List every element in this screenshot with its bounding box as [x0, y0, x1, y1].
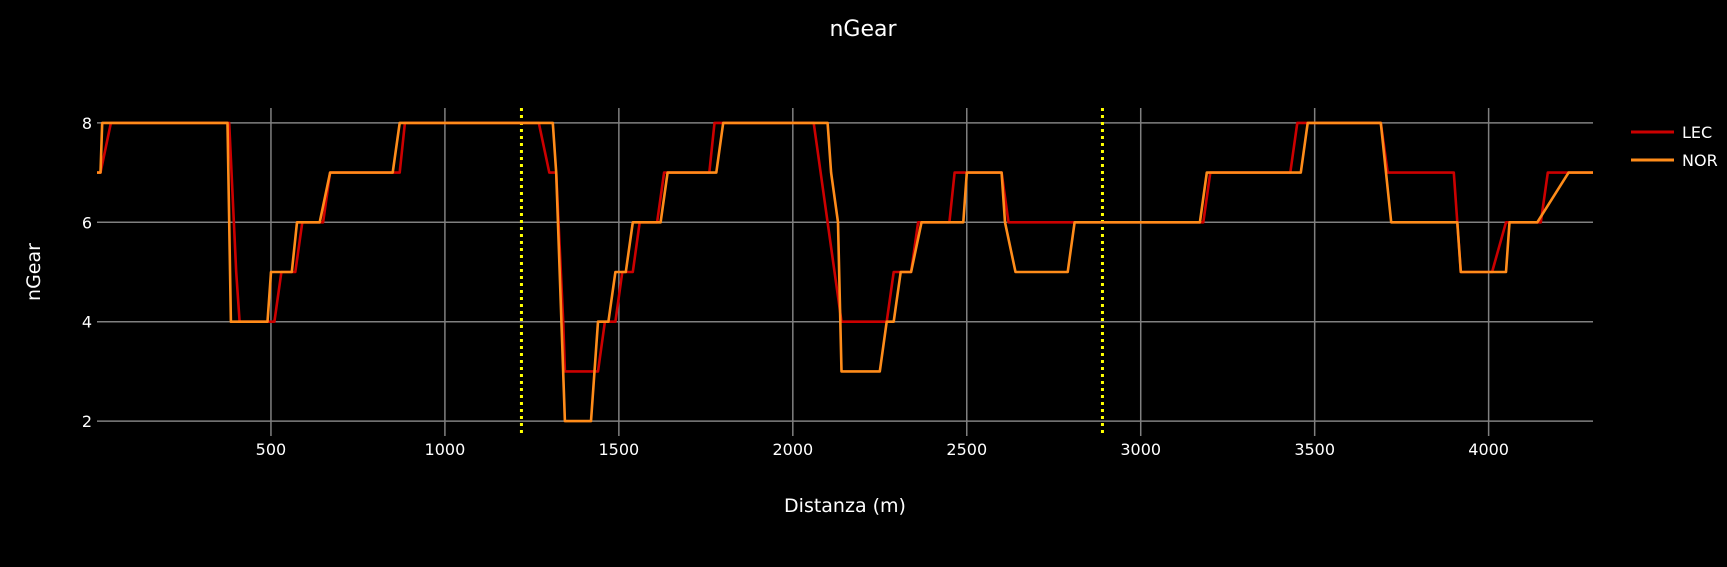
chart-title: nGear — [829, 17, 897, 42]
x-tick-label: 2500 — [946, 440, 987, 459]
legend-label-lec: LEC — [1682, 123, 1712, 142]
x-tick-label: 500 — [256, 440, 287, 459]
x-tick-label: 1000 — [425, 440, 466, 459]
x-axis-label: Distanza (m) — [784, 495, 906, 517]
y-tick-label: 2 — [82, 412, 92, 431]
series-line-nor — [97, 121, 1593, 423]
legend-label-nor: NOR — [1682, 151, 1718, 170]
x-tick-label: 4000 — [1468, 440, 1509, 459]
x-tick-label: 3000 — [1120, 440, 1161, 459]
x-tick-label: 3500 — [1294, 440, 1335, 459]
vertical-markers — [519, 108, 1104, 436]
x-tick-label: 1500 — [599, 440, 640, 459]
x-tick-labels: 500 1000 1500 2000 2500 3000 3500 4000 — [256, 440, 1509, 459]
y-tick-label: 8 — [82, 114, 92, 133]
y-axis-label: nGear — [23, 243, 45, 301]
legend: LEC NOR — [1631, 123, 1718, 170]
series-lines — [97, 121, 1593, 423]
y-tick-label: 6 — [82, 213, 92, 232]
x-tick-label: 2000 — [772, 440, 813, 459]
y-tick-labels: 2 4 6 8 — [82, 114, 92, 431]
y-tick-label: 4 — [82, 313, 92, 332]
